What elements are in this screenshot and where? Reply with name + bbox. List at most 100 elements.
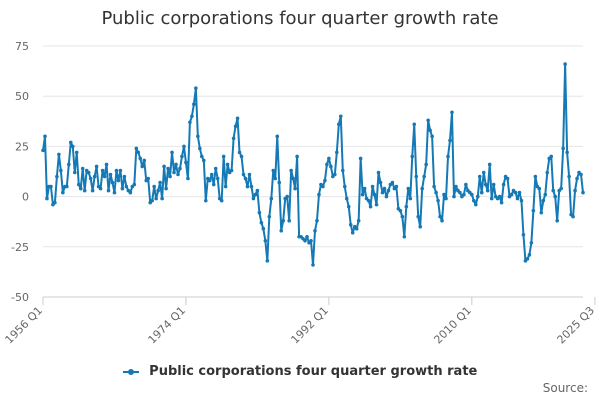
data-point[interactable] bbox=[65, 184, 69, 189]
data-point[interactable] bbox=[424, 162, 428, 167]
data-point[interactable] bbox=[80, 166, 85, 171]
data-point[interactable] bbox=[229, 168, 234, 173]
data-point[interactable] bbox=[160, 196, 164, 201]
data-point[interactable] bbox=[575, 176, 579, 181]
data-point[interactable] bbox=[317, 192, 321, 197]
data-point[interactable] bbox=[211, 182, 216, 187]
data-point[interactable] bbox=[545, 170, 550, 175]
data-point[interactable] bbox=[78, 186, 83, 191]
data-point[interactable] bbox=[59, 168, 63, 173]
data-point[interactable] bbox=[537, 186, 542, 191]
data-point[interactable] bbox=[116, 178, 121, 183]
data-point[interactable] bbox=[57, 152, 61, 157]
data-point[interactable] bbox=[553, 194, 558, 199]
data-point[interactable] bbox=[273, 176, 278, 181]
data-point[interactable] bbox=[519, 198, 524, 203]
data-point[interactable] bbox=[464, 182, 468, 187]
data-point[interactable] bbox=[285, 194, 289, 199]
data-point[interactable] bbox=[194, 86, 198, 90]
data-point[interactable] bbox=[263, 238, 268, 243]
data-point[interactable] bbox=[440, 218, 444, 223]
data-point[interactable] bbox=[92, 174, 97, 179]
data-point[interactable] bbox=[337, 122, 341, 127]
data-point[interactable] bbox=[287, 218, 291, 223]
data-point[interactable] bbox=[475, 194, 480, 199]
data-point[interactable] bbox=[470, 192, 474, 197]
data-point[interactable] bbox=[134, 146, 139, 151]
data-point[interactable] bbox=[243, 176, 248, 181]
data-point[interactable] bbox=[275, 134, 280, 139]
data-point[interactable] bbox=[118, 168, 123, 173]
data-point[interactable] bbox=[156, 188, 160, 193]
data-point[interactable] bbox=[41, 148, 45, 153]
data-point[interactable] bbox=[555, 218, 559, 223]
data-point[interactable] bbox=[366, 198, 371, 203]
data-point[interactable] bbox=[223, 184, 228, 189]
data-point[interactable] bbox=[499, 200, 504, 205]
data-point[interactable] bbox=[261, 226, 266, 231]
data-point[interactable] bbox=[390, 180, 395, 185]
data-point[interactable] bbox=[454, 184, 458, 189]
data-point[interactable] bbox=[237, 150, 242, 155]
data-point[interactable] bbox=[428, 128, 432, 133]
data-point[interactable] bbox=[382, 186, 387, 191]
data-point[interactable] bbox=[72, 170, 77, 175]
data-point[interactable] bbox=[485, 188, 490, 193]
data-point[interactable] bbox=[196, 134, 200, 139]
data-point[interactable] bbox=[358, 156, 363, 161]
data-point[interactable] bbox=[573, 188, 577, 193]
data-point[interactable] bbox=[462, 192, 466, 197]
data-point[interactable] bbox=[458, 190, 462, 195]
data-point[interactable] bbox=[49, 184, 53, 189]
data-point[interactable] bbox=[333, 172, 337, 177]
data-point[interactable] bbox=[88, 176, 93, 181]
data-point[interactable] bbox=[154, 196, 158, 201]
data-point[interactable] bbox=[192, 102, 196, 107]
data-point[interactable] bbox=[368, 204, 373, 209]
data-point[interactable] bbox=[277, 180, 282, 185]
data-point[interactable] bbox=[265, 259, 270, 263]
data-point[interactable] bbox=[362, 186, 367, 191]
data-point[interactable] bbox=[372, 192, 377, 197]
data-point[interactable] bbox=[235, 116, 240, 121]
data-point[interactable] bbox=[525, 257, 530, 261]
data-point[interactable] bbox=[378, 180, 383, 185]
data-point[interactable] bbox=[479, 190, 484, 195]
data-point[interactable] bbox=[309, 238, 313, 243]
data-point[interactable] bbox=[136, 150, 141, 155]
data-point[interactable] bbox=[527, 253, 532, 257]
data-point[interactable] bbox=[533, 174, 538, 179]
data-point[interactable] bbox=[370, 184, 375, 189]
data-point[interactable] bbox=[505, 176, 510, 181]
data-point[interactable] bbox=[120, 186, 125, 191]
data-point[interactable] bbox=[68, 140, 73, 145]
data-point[interactable] bbox=[434, 190, 438, 195]
data-point[interactable] bbox=[45, 196, 49, 201]
data-point[interactable] bbox=[182, 144, 186, 149]
data-point[interactable] bbox=[473, 202, 478, 207]
data-point[interactable] bbox=[410, 154, 415, 159]
data-point[interactable] bbox=[531, 208, 536, 213]
data-point[interactable] bbox=[257, 210, 262, 215]
data-point[interactable] bbox=[348, 222, 353, 227]
data-point[interactable] bbox=[86, 170, 91, 175]
data-point[interactable] bbox=[158, 180, 162, 185]
data-point[interactable] bbox=[450, 110, 454, 115]
data-point[interactable] bbox=[70, 144, 75, 149]
data-point[interactable] bbox=[513, 190, 518, 195]
data-point[interactable] bbox=[509, 192, 514, 197]
data-point[interactable] bbox=[110, 180, 115, 185]
data-point[interactable] bbox=[360, 192, 365, 197]
data-point[interactable] bbox=[267, 214, 272, 219]
data-point[interactable] bbox=[190, 114, 194, 119]
legend[interactable]: Public corporations four quarter growth … bbox=[0, 364, 600, 379]
data-point[interactable] bbox=[98, 186, 103, 191]
data-point[interactable] bbox=[376, 170, 381, 175]
data-point[interactable] bbox=[225, 162, 230, 167]
data-point[interactable] bbox=[259, 220, 264, 225]
data-point[interactable] bbox=[563, 62, 567, 66]
data-point[interactable] bbox=[176, 172, 180, 177]
data-point[interactable] bbox=[170, 150, 174, 155]
data-point[interactable] bbox=[233, 124, 238, 129]
data-point[interactable] bbox=[150, 198, 154, 203]
